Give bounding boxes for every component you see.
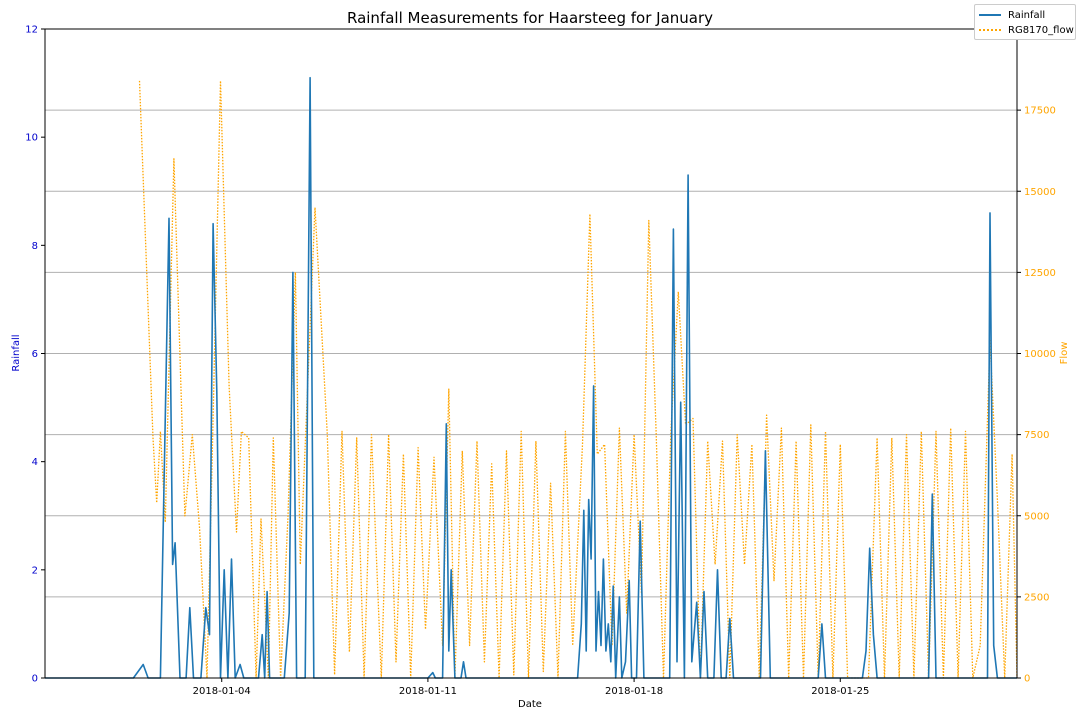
y-right-tick-label-3: 7500 bbox=[1024, 430, 1049, 441]
x-tick-label-0: 2018-01-04 bbox=[193, 686, 251, 697]
x-tick-label-3: 2018-01-25 bbox=[811, 686, 869, 697]
y-axis-right-label: Flow bbox=[1059, 342, 1070, 365]
legend-item-rainfall: Rainfall bbox=[979, 8, 1045, 22]
y-left-tick-label-1: 2 bbox=[32, 565, 38, 576]
y-right-tick-label-5: 12500 bbox=[1024, 268, 1056, 279]
legend-label-flow: RG8170_flow bbox=[1008, 24, 1074, 36]
y-left-tick-label-6: 12 bbox=[25, 25, 38, 36]
grid-lines bbox=[45, 109, 1017, 598]
y-left-tick-label-5: 10 bbox=[25, 133, 38, 144]
chart-title: Rainfall Measurements for Haarsteeg for … bbox=[347, 9, 713, 27]
y-right-tick-label-2: 5000 bbox=[1024, 511, 1049, 522]
y-left-tick-label-2: 4 bbox=[32, 457, 38, 468]
y-axis-right: 0 2500 5000 7500 10000 12500 15000 17500 bbox=[1017, 106, 1056, 685]
x-tick-label-1: 2018-01-11 bbox=[399, 686, 457, 697]
y-right-tick-label-0: 0 bbox=[1024, 674, 1030, 685]
x-axis-label: Date bbox=[518, 699, 542, 710]
y-left-tick-label-4: 8 bbox=[32, 241, 38, 252]
legend-label-rainfall: Rainfall bbox=[1008, 9, 1046, 21]
legend-swatch-flow bbox=[979, 29, 1001, 31]
y-left-tick-label-0: 0 bbox=[32, 674, 38, 685]
rainfall-series bbox=[45, 76, 1017, 679]
y-right-tick-label-4: 10000 bbox=[1024, 349, 1056, 360]
y-axis-left: 0 2 4 6 8 10 12 bbox=[25, 25, 45, 685]
y-right-tick-label-7: 17500 bbox=[1024, 106, 1056, 117]
flow-line bbox=[138, 80, 1018, 679]
x-axis: 2018-01-04 2018-01-11 2018-01-18 2018-01-25 bbox=[193, 678, 869, 697]
x-tick-label-2: 2018-01-18 bbox=[605, 686, 663, 697]
legend-swatch-rainfall bbox=[979, 14, 1001, 16]
y-right-tick-label-6: 15000 bbox=[1024, 187, 1056, 198]
legend-item-flow: RG8170_flow bbox=[979, 23, 1074, 37]
y-right-tick-label-1: 2500 bbox=[1024, 592, 1049, 603]
y-left-tick-label-3: 6 bbox=[32, 349, 38, 360]
y-axis-left-label: Rainfall bbox=[11, 334, 22, 371]
chart-legend: Rainfall RG8170_flow bbox=[974, 4, 1076, 40]
flow-series bbox=[138, 80, 1018, 679]
rainfall-line bbox=[45, 76, 1017, 679]
